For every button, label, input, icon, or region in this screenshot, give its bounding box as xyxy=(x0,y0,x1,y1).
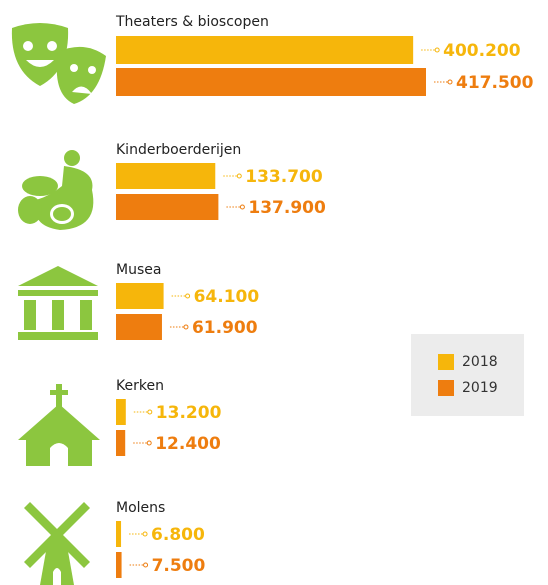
value-label: 64.100 xyxy=(194,287,260,307)
bar xyxy=(116,283,164,309)
label-dot xyxy=(239,204,245,210)
label-dot xyxy=(185,293,191,299)
value-label: 61.900 xyxy=(192,318,258,338)
icon-theater xyxy=(11,23,106,104)
label-dot xyxy=(236,173,242,179)
legend-label: 2019 xyxy=(462,380,498,396)
value-label: 13.200 xyxy=(156,403,222,423)
bar xyxy=(116,68,426,96)
value-label: 12.400 xyxy=(155,434,221,454)
category-label: Musea xyxy=(116,262,161,278)
icon-museum xyxy=(18,266,98,340)
value-label: 400.200 xyxy=(443,41,521,61)
bar xyxy=(116,399,126,425)
category-label: Molens xyxy=(116,500,165,516)
legend-box xyxy=(411,334,524,416)
value-label: 133.700 xyxy=(245,167,323,187)
legend-swatch xyxy=(438,354,454,370)
icon-church xyxy=(18,384,100,466)
bar xyxy=(116,430,126,456)
value-label: 417.500 xyxy=(456,73,534,93)
bar xyxy=(116,194,219,220)
label-dot xyxy=(146,440,152,446)
value-label: 6.800 xyxy=(151,525,205,545)
icon-chicken xyxy=(18,150,94,230)
bar xyxy=(116,314,162,340)
value-label: 7.500 xyxy=(152,556,206,576)
bar xyxy=(116,521,122,547)
legend-swatch xyxy=(438,380,454,396)
label-dot xyxy=(142,531,148,537)
icon-windmill xyxy=(24,502,90,585)
label-dot xyxy=(447,79,453,85)
label-dot xyxy=(183,324,189,330)
category-label: Kerken xyxy=(116,378,164,394)
bar xyxy=(116,552,122,578)
label-dot xyxy=(434,47,440,53)
category-label: Kinderboerderijen xyxy=(116,142,241,158)
bar xyxy=(116,36,414,64)
category-label: Theaters & bioscopen xyxy=(115,14,269,30)
value-label: 137.900 xyxy=(248,198,326,218)
label-dot xyxy=(147,409,153,415)
label-dot xyxy=(143,562,149,568)
bar xyxy=(116,163,216,189)
legend-label: 2018 xyxy=(462,354,498,370)
